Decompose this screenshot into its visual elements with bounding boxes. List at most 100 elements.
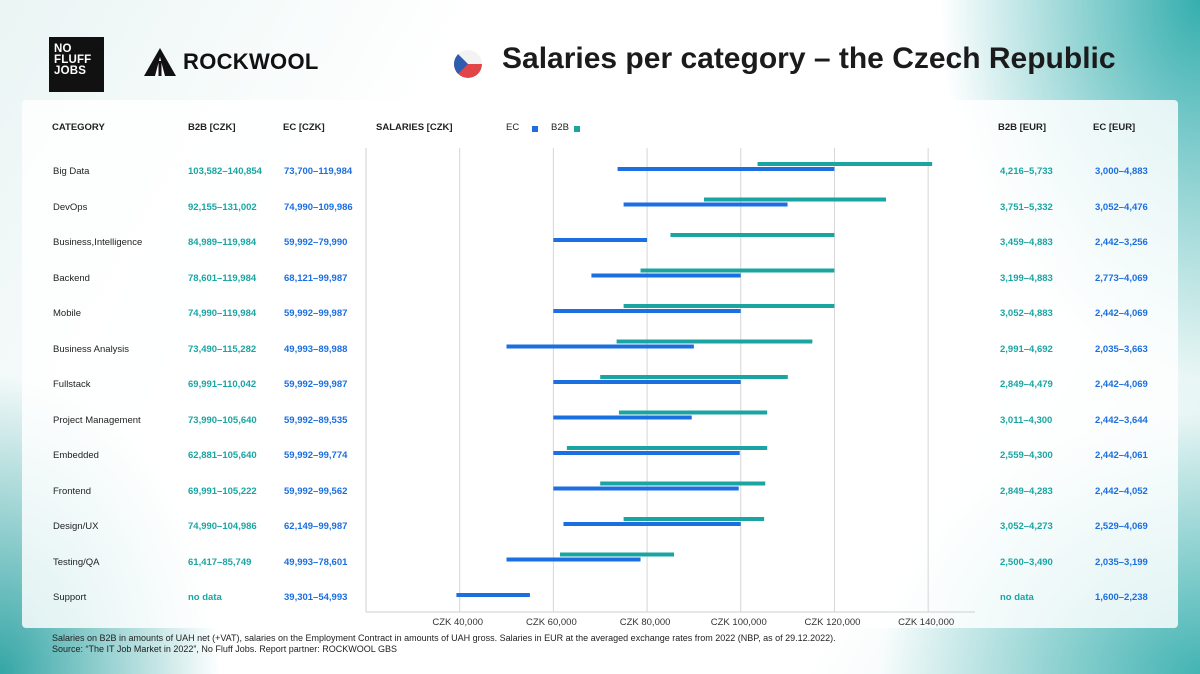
ec-czk-value: 59,992–89,535 xyxy=(284,414,348,426)
ec-range-bar xyxy=(506,344,694,349)
ec-eur-value: 2,442–4,061 xyxy=(1095,450,1148,461)
x-tick-label: CZK 40,000 xyxy=(432,617,483,628)
b2b-range-bar xyxy=(704,197,887,202)
logo-line: FLUFF xyxy=(54,54,92,66)
x-tick-label: CZK 80,000 xyxy=(620,617,671,628)
category-label: Fullstack xyxy=(53,379,91,390)
ec-range-bar xyxy=(617,167,835,171)
b2b-eur-value: 4,216–5,733 xyxy=(1000,166,1053,177)
ec-range-bar xyxy=(553,238,648,242)
legend-b2b-swatch xyxy=(574,126,580,132)
ec-eur-value: 2,442–4,069 xyxy=(1095,379,1148,390)
ec-eur-header: EC [EUR] xyxy=(1093,122,1136,133)
b2b-range-bar xyxy=(757,162,933,166)
b2b-czk-value: no data xyxy=(188,592,222,603)
ec-czk-value: 68,121–99,987 xyxy=(284,272,348,284)
ec-range-bar xyxy=(553,486,739,491)
b2b-eur-value: 2,559–4,300 xyxy=(1000,450,1053,461)
x-tick-label: CZK 140,000 xyxy=(898,617,954,628)
category-label: Design/UX xyxy=(53,521,99,532)
b2b-range-bar xyxy=(618,410,768,415)
ec-eur-value: 2,442–3,644 xyxy=(1095,414,1148,426)
x-tick-label: CZK 60,000 xyxy=(526,617,577,628)
b2b-eur-value: 3,459–4,883 xyxy=(1000,237,1053,248)
ec-range-bar xyxy=(591,273,741,278)
legend-b2b-label: B2B xyxy=(551,122,569,133)
b2b-range-bar xyxy=(600,375,788,379)
x-tick-label: CZK 120,000 xyxy=(804,617,860,628)
ec-eur-value: 2,529–4,069 xyxy=(1095,521,1148,532)
ec-czk-value: 39,301–54,993 xyxy=(284,592,348,603)
category-label: Business,Intelligence xyxy=(53,237,143,248)
b2b-eur-value: 2,991–4,692 xyxy=(1000,343,1053,355)
ec-czk-value: 49,993–89,988 xyxy=(284,343,348,355)
category-label: Support xyxy=(53,592,87,603)
b2b-eur-value: 3,052–4,883 xyxy=(1000,308,1053,319)
ec-czk-value: 59,992–79,990 xyxy=(284,237,348,248)
b2b-czk-value: 61,417–85,749 xyxy=(188,556,252,568)
ec-czk-value: 73,700–119,984 xyxy=(284,166,353,177)
rockwool-icon xyxy=(144,48,176,76)
legend-ec-swatch xyxy=(532,126,538,132)
czech-flag-icon xyxy=(454,50,482,78)
category-label: Backend xyxy=(53,272,90,284)
ec-eur-value: 3,052–4,476 xyxy=(1095,201,1148,213)
footnote-line: Salaries on B2B in amounts of UAH net (+… xyxy=(52,633,836,643)
ec-czk-value: 59,992–99,987 xyxy=(284,379,348,390)
category-label: Frontend xyxy=(53,485,92,497)
ec-czk-value: 62,149–99,987 xyxy=(284,521,348,532)
category-label: DevOps xyxy=(53,201,88,213)
ec-czk-header: EC [CZK] xyxy=(283,122,325,133)
category-label: Big Data xyxy=(53,166,90,177)
b2b-czk-value: 103,582–140,854 xyxy=(188,166,262,177)
b2b-czk-value: 73,490–115,282 xyxy=(188,343,257,355)
b2b-range-bar xyxy=(566,446,768,450)
b2b-czk-value: 84,989–119,984 xyxy=(188,237,257,248)
ec-range-bar xyxy=(563,522,741,526)
ec-czk-value: 59,992–99,774 xyxy=(284,450,348,461)
ec-czk-value: 59,992–99,562 xyxy=(284,485,348,497)
category-label: Mobile xyxy=(53,308,81,319)
b2b-eur-value: 3,052–4,273 xyxy=(1000,521,1053,532)
b2b-czk-value: 73,990–105,640 xyxy=(188,414,257,426)
ec-range-bar xyxy=(553,415,692,420)
ec-eur-value: 2,442–3,256 xyxy=(1095,237,1148,248)
b2b-range-bar xyxy=(560,552,675,557)
ec-eur-value: 2,442–4,052 xyxy=(1095,485,1148,497)
ec-eur-value: 1,600–2,238 xyxy=(1095,592,1148,603)
b2b-range-bar xyxy=(623,304,835,308)
logo-line: NO xyxy=(54,43,72,55)
b2b-eur-value: 3,011–4,300 xyxy=(1000,414,1053,426)
page-title: Salaries per category – the Czech Republ… xyxy=(502,42,1116,75)
no-fluff-jobs-logo: NO FLUFF JOBS TM xyxy=(49,37,104,92)
x-tick-label: CZK 100,000 xyxy=(711,617,767,628)
category-label: Embedded xyxy=(53,450,99,461)
b2b-czk-value: 74,990–119,984 xyxy=(188,308,257,319)
b2b-czk-value: 92,155–131,002 xyxy=(188,201,257,213)
legend-ec-label: EC xyxy=(506,122,520,133)
ec-eur-value: 2,035–3,199 xyxy=(1095,556,1148,568)
b2b-czk-value: 62,881–105,640 xyxy=(188,450,257,461)
rockwool-logo: ROCKWOOL xyxy=(143,47,319,77)
b2b-czk-value: 74,990–104,986 xyxy=(188,521,257,532)
b2b-czk-value: 69,991–105,222 xyxy=(188,485,257,497)
ec-eur-value: 2,035–3,663 xyxy=(1095,343,1148,355)
b2b-range-bar xyxy=(616,339,813,344)
ec-czk-value: 59,992–99,987 xyxy=(284,308,348,319)
b2b-range-bar xyxy=(670,233,835,237)
b2b-range-bar xyxy=(640,268,835,273)
ec-range-bar xyxy=(623,202,788,207)
footnote: Salaries on B2B in amounts of UAH net (+… xyxy=(52,633,836,655)
b2b-czk-header: B2B [CZK] xyxy=(188,122,236,133)
ec-range-bar xyxy=(553,451,740,455)
b2b-eur-value: 2,849–4,283 xyxy=(1000,485,1053,497)
trademark-mark: TM xyxy=(93,46,104,53)
salaries-czk-header: SALARIES [CZK] xyxy=(376,122,453,133)
b2b-eur-value: no data xyxy=(1000,592,1034,603)
ec-range-bar xyxy=(553,309,741,313)
ec-eur-value: 2,773–4,069 xyxy=(1095,272,1148,284)
category-header: CATEGORY xyxy=(52,122,105,133)
ec-czk-value: 74,990–109,986 xyxy=(284,201,353,213)
b2b-eur-value: 2,500–3,490 xyxy=(1000,556,1053,568)
